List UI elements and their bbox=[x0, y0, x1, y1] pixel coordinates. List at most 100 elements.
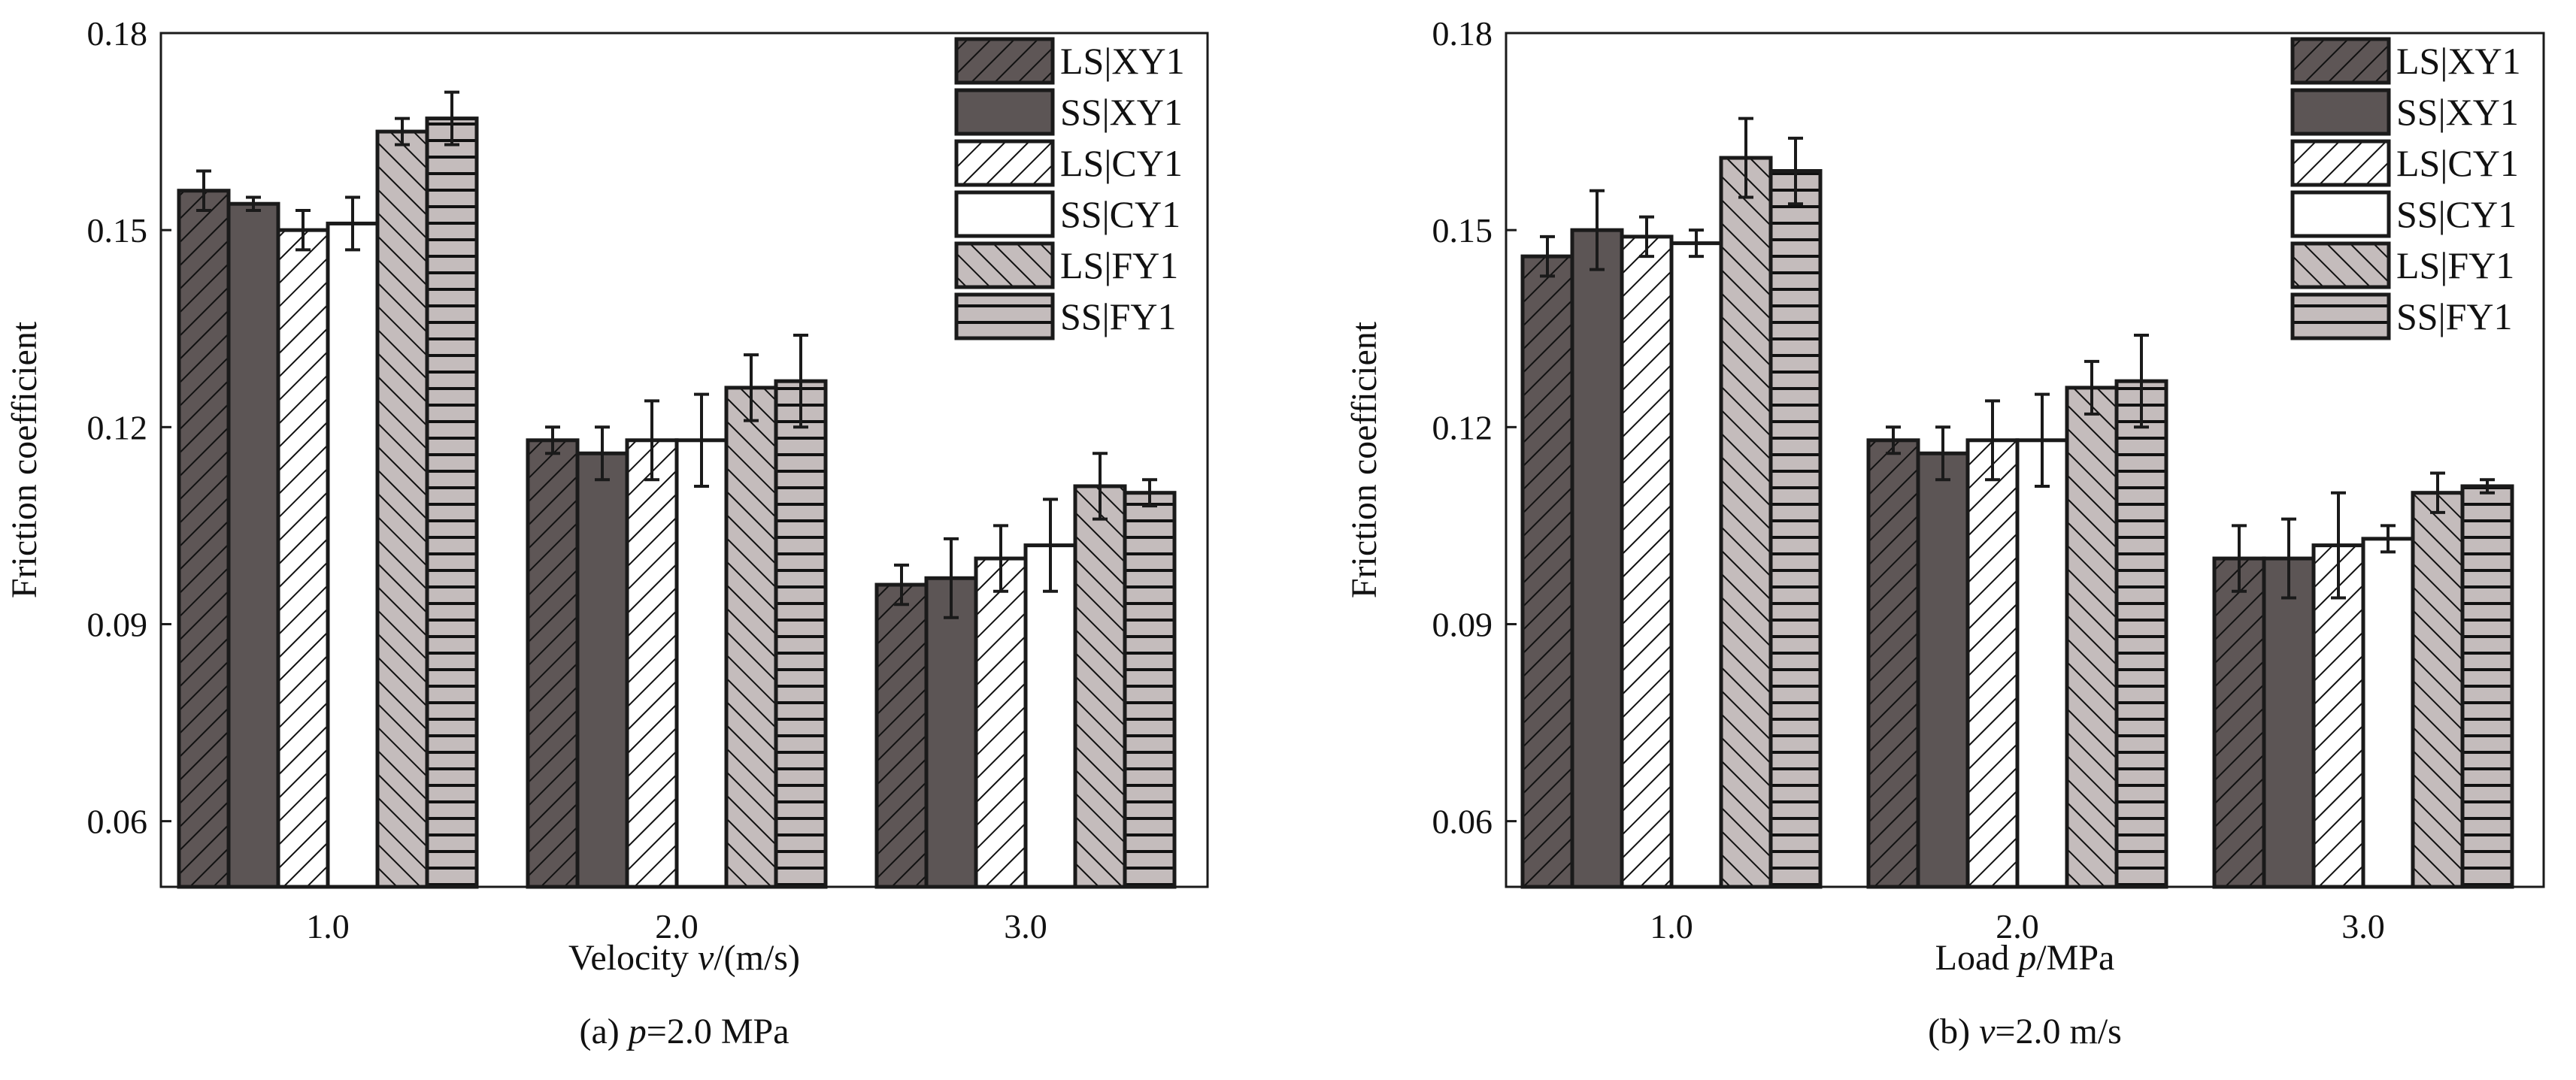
panel-caption-text: =2.0 m/s bbox=[1995, 1012, 2121, 1051]
bar-ss-fy1-2.0 bbox=[2114, 333, 2168, 889]
bar-ss-xy1-2.0 bbox=[575, 425, 629, 889]
bar-fill bbox=[577, 453, 627, 887]
legend-swatch-hatch bbox=[2293, 244, 2389, 287]
bar-hatch bbox=[1721, 158, 1771, 887]
y-tick-label: 0.15 bbox=[1432, 211, 1493, 250]
legend-label: SS|CY1 bbox=[1060, 193, 1180, 235]
legend-label: SS|CY1 bbox=[2396, 193, 2517, 235]
bar-hatch bbox=[528, 440, 577, 887]
bar-ss-cy1-2.0 bbox=[674, 392, 729, 889]
x-axis-label-text: Load bbox=[1935, 938, 2019, 978]
bar-ls-xy1-3.0 bbox=[2212, 524, 2266, 889]
legend-swatch-outline bbox=[954, 190, 1055, 238]
bar-ss-cy1-2.0 bbox=[2015, 392, 2069, 889]
y-tick-label: 0.09 bbox=[87, 605, 148, 643]
bar-ls-fy1-3.0 bbox=[2411, 471, 2465, 889]
legend-swatch-outline bbox=[954, 139, 1055, 187]
bar-ls-fy1-2.0 bbox=[724, 353, 778, 889]
legend-item: LS|FY1 bbox=[954, 241, 1178, 289]
bar-hatch bbox=[2214, 558, 2264, 887]
bar-ls-xy1-3.0 bbox=[874, 563, 929, 889]
bar-hatch bbox=[2413, 492, 2462, 887]
y-axis-label: Friction coefficient bbox=[5, 321, 44, 598]
bar-hatch bbox=[1771, 171, 1820, 887]
legend-swatch-hatch bbox=[956, 295, 1053, 338]
legend-swatch-outline bbox=[954, 88, 1055, 136]
legend: LS|XY1 SS|XY1 LS|CY1 SS|CY1 LS|FY1 SS|FY1 bbox=[954, 37, 1185, 340]
legend-item: SS|FY1 bbox=[2290, 292, 2513, 340]
bar-ls-cy1-3.0 bbox=[2311, 491, 2365, 889]
bar-hatch bbox=[1075, 486, 1125, 887]
legend-swatch-hatch bbox=[2293, 295, 2389, 338]
bar-ls-xy1-2.0 bbox=[1866, 425, 1920, 889]
legend-swatch-outline bbox=[2290, 37, 2391, 85]
bar-hatch bbox=[1868, 440, 1918, 887]
bar-ss-fy1-3.0 bbox=[2460, 478, 2514, 889]
panel-caption: (b) v=2.0 m/s bbox=[1928, 1012, 2122, 1051]
legend-item: LS|CY1 bbox=[2290, 139, 2519, 187]
x-tick-label: 1.0 bbox=[306, 907, 350, 945]
legend-swatch-outline bbox=[954, 37, 1055, 85]
bar-ls-cy1-1.0 bbox=[1620, 215, 1674, 889]
legend-label: SS|FY1 bbox=[1060, 295, 1177, 337]
bar-hatch bbox=[776, 381, 826, 888]
bar-fill bbox=[926, 578, 976, 887]
y-tick-label: 0.06 bbox=[87, 803, 148, 841]
bar-hatch bbox=[877, 585, 926, 887]
legend-item: SS|XY1 bbox=[2290, 88, 2519, 136]
bar-fill bbox=[1671, 243, 1721, 888]
bar-hatch bbox=[179, 190, 229, 887]
legend-item: LS|XY1 bbox=[2290, 37, 2521, 85]
bar-fill bbox=[229, 204, 278, 887]
legend-item: SS|XY1 bbox=[954, 88, 1183, 136]
bar-ss-xy1-3.0 bbox=[924, 537, 978, 889]
plot-frame bbox=[159, 32, 1209, 888]
legend-swatch bbox=[2293, 192, 2389, 236]
panel-caption-variable: p bbox=[626, 1012, 647, 1051]
panel-caption-variable: v bbox=[1979, 1012, 1996, 1051]
bar-ss-xy1-2.0 bbox=[1916, 425, 1970, 889]
x-tick-label: 3.0 bbox=[1004, 907, 1047, 945]
panel-caption-text: (b) bbox=[1928, 1012, 1979, 1051]
bar-hatch bbox=[627, 440, 677, 887]
bar-hatch bbox=[2314, 545, 2363, 887]
bar-ss-xy1-1.0 bbox=[1570, 189, 1624, 889]
legend-label: LS|CY1 bbox=[2396, 142, 2519, 184]
legend-label: SS|FY1 bbox=[2396, 295, 2513, 337]
bar-ls-cy1-2.0 bbox=[1965, 399, 2020, 889]
bar-hatch bbox=[1968, 440, 2017, 887]
bar-ss-fy1-1.0 bbox=[1768, 136, 1823, 889]
bar-ss-fy1-1.0 bbox=[425, 90, 479, 889]
bar-ls-cy1-3.0 bbox=[974, 524, 1028, 889]
legend-item: LS|FY1 bbox=[2290, 241, 2514, 289]
bar-ls-fy1-1.0 bbox=[375, 116, 429, 889]
legend-swatch-hatch bbox=[956, 39, 1053, 83]
bar-hatch bbox=[2462, 486, 2512, 887]
legend-item: LS|CY1 bbox=[954, 139, 1183, 187]
bar-ls-fy1-2.0 bbox=[2065, 359, 2119, 889]
bar-fill bbox=[677, 440, 726, 887]
x-tick-label: 3.0 bbox=[2341, 907, 2385, 945]
bar-fill bbox=[2017, 440, 2067, 887]
bar-ls-fy1-1.0 bbox=[1719, 116, 1773, 889]
x-axis-label-variable: v bbox=[698, 938, 714, 978]
plot-frame bbox=[1505, 32, 2545, 888]
y-tick-label: 0.09 bbox=[1432, 605, 1493, 643]
legend-swatch-outline bbox=[954, 292, 1055, 340]
bar-ls-xy1-1.0 bbox=[177, 169, 231, 889]
legend-label: LS|CY1 bbox=[1060, 142, 1183, 184]
bar-ss-cy1-1.0 bbox=[326, 195, 380, 889]
bar-ss-fy1-3.0 bbox=[1123, 478, 1177, 889]
legend-item: SS|CY1 bbox=[2290, 190, 2517, 238]
bar-hatch bbox=[427, 118, 477, 888]
y-tick-label: 0.18 bbox=[1432, 14, 1493, 53]
bar-ss-xy1-3.0 bbox=[2262, 517, 2316, 889]
bar-ss-cy1-3.0 bbox=[2361, 524, 2415, 889]
y-tick-label: 0.12 bbox=[87, 408, 148, 446]
x-axis-label-text: Velocity bbox=[568, 938, 698, 978]
x-axis-label-text: /(m/s) bbox=[714, 938, 800, 978]
bar-fill bbox=[1572, 230, 1622, 888]
bar-ss-cy1-1.0 bbox=[1669, 228, 1723, 889]
legend-label: LS|XY1 bbox=[1060, 40, 1185, 82]
